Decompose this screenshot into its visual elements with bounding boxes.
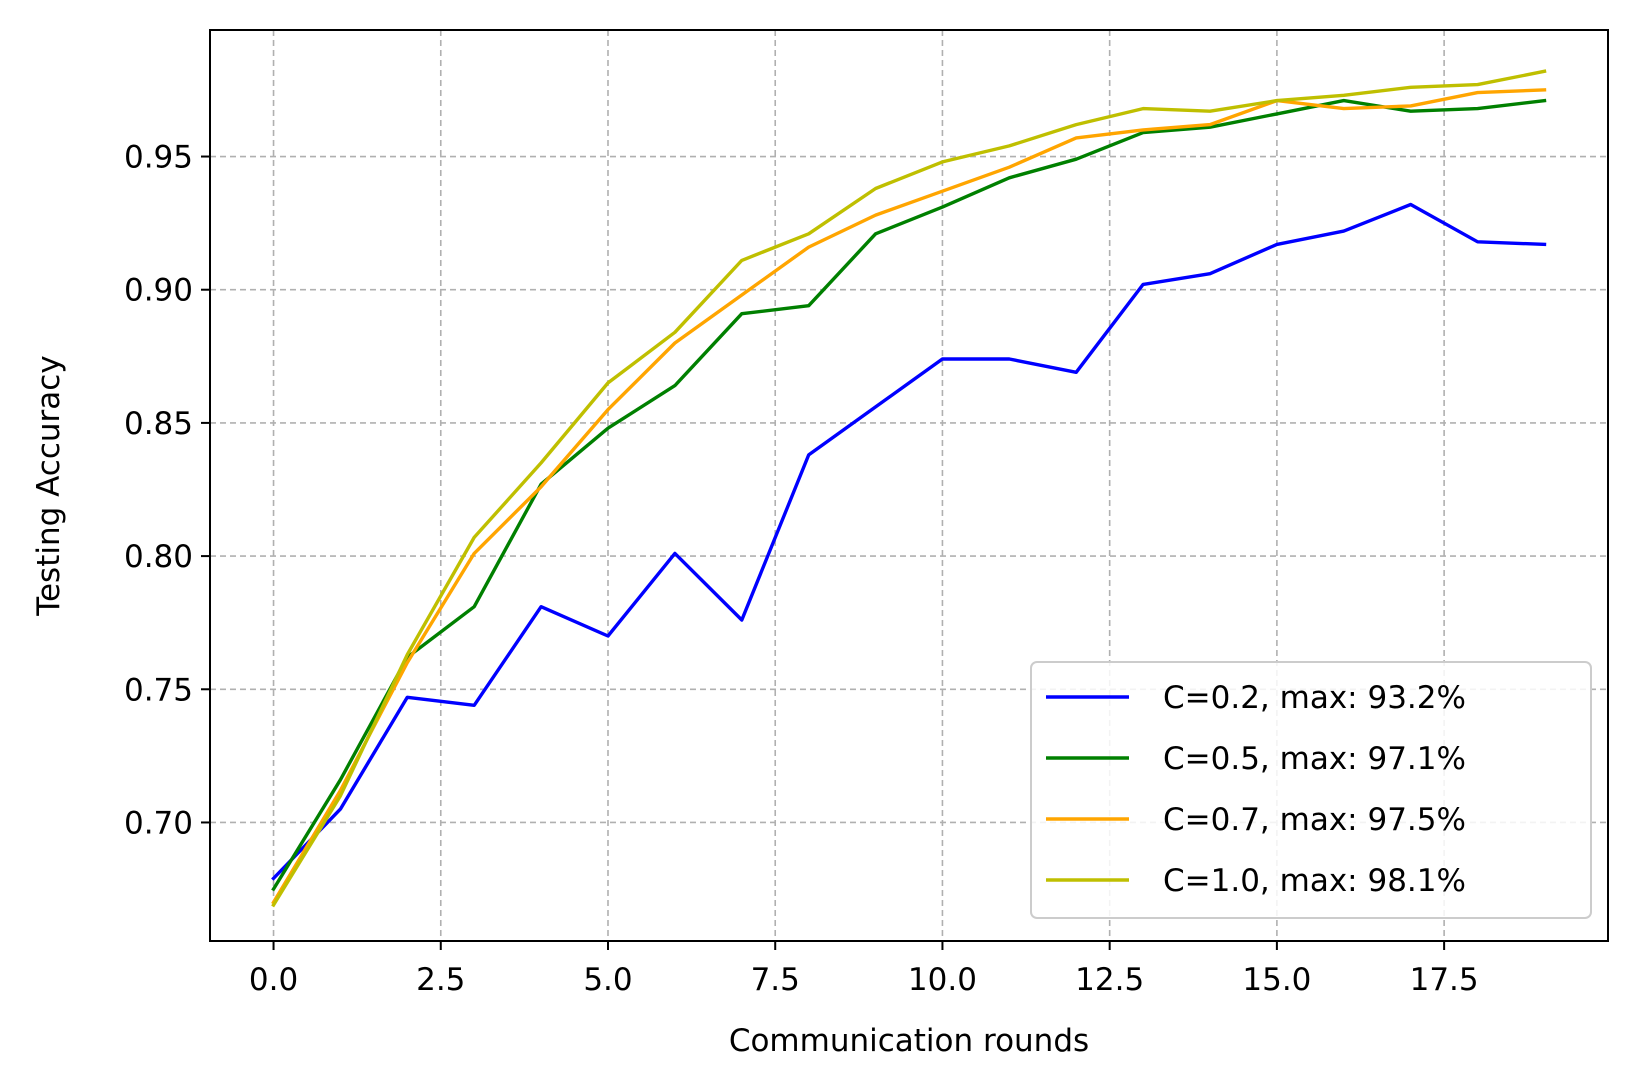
plot-lines [271,69,1547,908]
legend-box [1030,661,1592,919]
y-tick-label: 0.80 [124,539,193,575]
legend-label-3: C=1.0, max: 98.1% [1163,863,1466,899]
x-tick-label: 5.0 [583,962,632,998]
x-tick-label: 10.0 [908,962,977,998]
y-tick-label: 0.85 [124,406,193,442]
y-axis-title: Testing Accuracy [31,355,67,616]
x-tick-label: 17.5 [1410,962,1479,998]
plot-frame [209,29,1609,942]
y-tick-label: 0.75 [124,672,193,708]
y-tick-label: 0.70 [124,805,193,841]
series-line-0 [271,202,1547,881]
legend-label-1: C=0.5, max: 97.1% [1163,741,1466,777]
series-line-2 [271,88,1547,905]
x-tick-label: 7.5 [751,962,800,998]
series-line-3 [271,69,1547,908]
series-line-1 [271,98,1547,892]
legend: C=0.2, max: 93.2% C=0.5, max: 97.1% C=0.7,… [1030,661,1592,919]
x-tick-label: 15.0 [1242,962,1311,998]
x-tick-label: 12.5 [1075,962,1144,998]
x-tick-label: 2.5 [416,962,465,998]
x-axis: 0.0 2.5 5.0 7.5 10.0 12.5 15.0 17.5 [249,941,1479,998]
y-tick-label: 0.95 [124,140,193,176]
legend-label-2: C=0.7, max: 97.5% [1163,802,1466,838]
x-tick-label: 0.0 [249,962,298,998]
y-axis: 0.70 0.75 0.80 0.85 0.90 0.95 [124,140,210,841]
y-tick-label: 0.90 [124,273,193,309]
legend-label-0: C=0.2, max: 93.2% [1163,680,1466,716]
x-axis-title: Communication rounds [729,1023,1089,1059]
